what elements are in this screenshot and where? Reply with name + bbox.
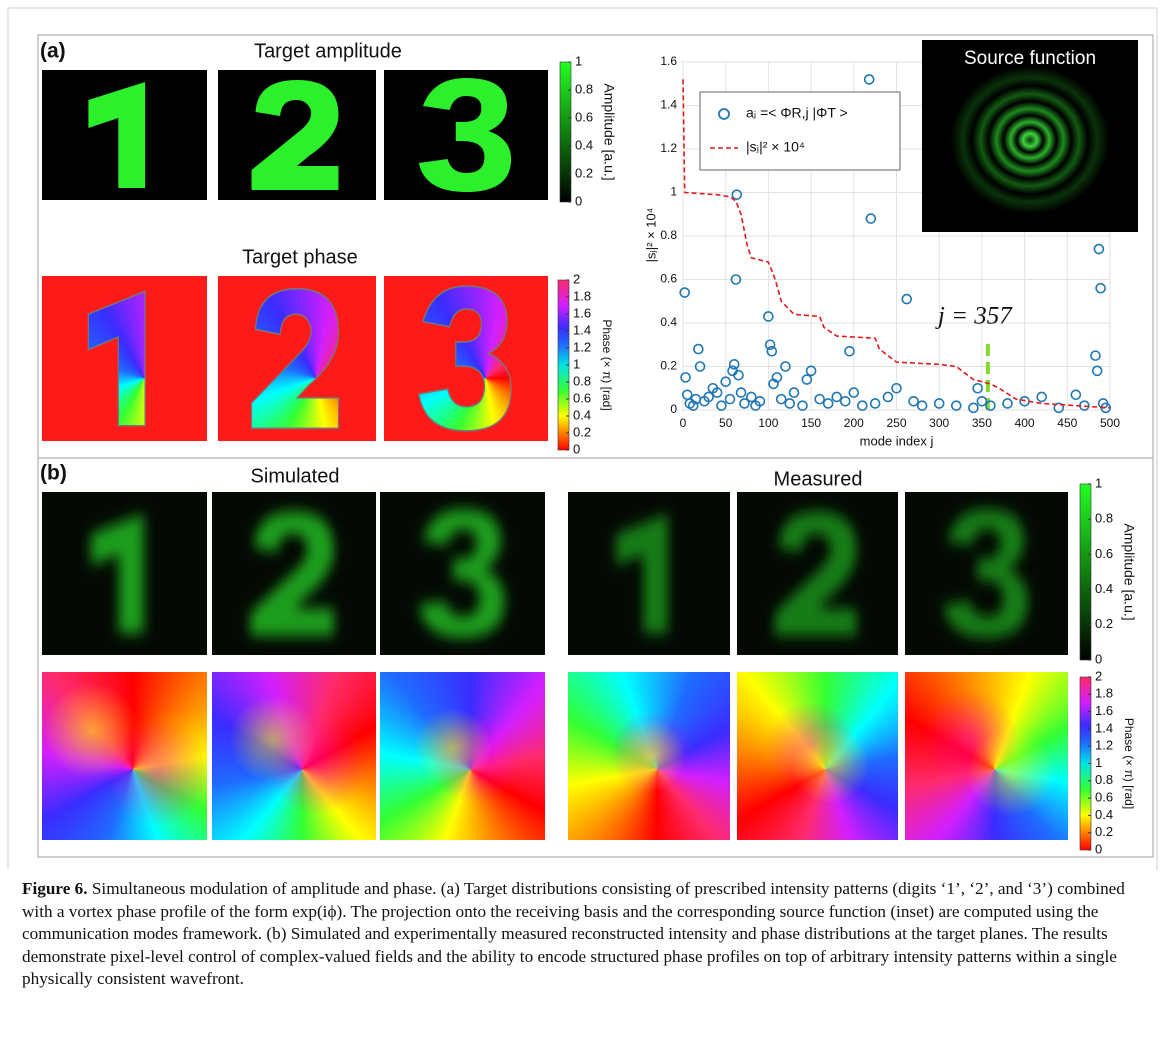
phase-field — [380, 672, 545, 840]
colorbar-tick-label: 0.6 — [1095, 546, 1113, 561]
page-body: (a) Target amplitude Target phase (b) Si… — [0, 0, 1165, 1043]
y-tick-label: 0.4 — [660, 315, 677, 329]
y-axis-label: |sⱼ|² × 10⁴ — [643, 208, 658, 263]
x-tick-label: 100 — [758, 416, 778, 430]
panel-title: Measured — [774, 468, 863, 490]
x-tick-label: 0 — [680, 416, 687, 430]
panel-title: Target amplitude — [254, 40, 402, 62]
colorbar-tick-label: 0.6 — [573, 390, 591, 405]
x-tick-label: 250 — [886, 416, 906, 430]
colorbar-tick-label: 0.8 — [573, 373, 591, 388]
colorbar-tick-label: 1 — [1095, 475, 1102, 490]
phase-map — [737, 672, 898, 840]
colorbar-tick-label: 1.4 — [573, 322, 591, 337]
colorbar-tick-label: 2 — [1095, 668, 1102, 683]
legend-label: aⱼ =< ΦR,j |ΦT > — [746, 105, 848, 121]
colorbar-tick-label: 1 — [1095, 755, 1102, 770]
image — [42, 276, 207, 441]
panel-title: Target phase — [242, 246, 358, 268]
phase-map — [905, 672, 1068, 840]
y-tick-label: 0 — [670, 402, 677, 416]
image — [384, 276, 548, 441]
y-tick-label: 1.2 — [660, 141, 677, 155]
colorbar-tick-label: 0.6 — [575, 109, 593, 124]
colorbar-tick-label: 0 — [573, 441, 580, 456]
phase-map — [568, 672, 730, 840]
colorbar-tick-label: 0.6 — [1095, 790, 1113, 805]
x-tick-label: 350 — [972, 416, 992, 430]
colorbar-tick-label: 1 — [575, 53, 582, 68]
colorbar-tick-label: 0.4 — [1095, 581, 1113, 596]
phase-map — [380, 672, 545, 840]
x-tick-label: 300 — [929, 416, 949, 430]
colorbar-tick-label: 1.8 — [1095, 686, 1113, 701]
colorbar-tick-label: 1.2 — [1095, 738, 1113, 753]
x-tick-label: 500 — [1100, 416, 1120, 430]
colorbar-tick-label: 1.6 — [573, 305, 591, 320]
colorbar-tick-label: 0.8 — [1095, 511, 1113, 526]
caption-text: Simultaneous modulation of amplitude and… — [22, 879, 1125, 988]
colorbar-tick-label: 0.4 — [1095, 807, 1113, 822]
colorbar-tick-label: 0 — [1095, 651, 1102, 666]
x-tick-label: 50 — [719, 416, 733, 430]
inset-rings — [942, 58, 1118, 222]
x-tick-label: 150 — [801, 416, 821, 430]
colorbar-tick-label: 0.8 — [1095, 772, 1113, 787]
colorbar-tick-label: 2 — [573, 271, 580, 286]
image — [218, 276, 376, 441]
phase-map — [212, 672, 376, 840]
colorbar-tick-label: 0 — [1095, 841, 1102, 856]
panel-label: (b) — [40, 462, 67, 485]
colorbar — [1080, 484, 1091, 660]
y-tick-label: 0.8 — [660, 228, 677, 242]
y-tick-label: 1 — [670, 185, 677, 199]
phase-map — [42, 672, 207, 840]
colorbar-tick-label: 1.2 — [573, 339, 591, 354]
x-tick-label: 200 — [844, 416, 864, 430]
colorbar-tick-label: 0.2 — [1095, 616, 1113, 631]
y-tick-label: 0.6 — [660, 272, 677, 286]
x-tick-label: 450 — [1057, 416, 1077, 430]
y-tick-label: 1.4 — [660, 98, 677, 112]
colorbar-label: Phase (× π) [rad] — [1122, 718, 1136, 809]
colorbar-tick-label: 1.8 — [573, 288, 591, 303]
phase-field — [212, 672, 376, 840]
annotation-text: j = 357 — [935, 303, 1013, 330]
inset-title: Source function — [964, 48, 1096, 69]
colorbar-tick-label: 0.4 — [573, 407, 591, 422]
figure: (a) Target amplitude Target phase (b) Si… — [0, 0, 1165, 870]
panel-label: (a) — [40, 40, 66, 63]
y-tick-label: 1.6 — [660, 54, 677, 68]
colorbar-tick-label: 1.4 — [1095, 720, 1113, 735]
colorbar-label: Amplitude [a.u.] — [1121, 523, 1137, 620]
colorbar-tick-label: 0.2 — [1095, 824, 1113, 839]
y-tick-label: 0.2 — [660, 359, 677, 373]
colorbar — [560, 62, 571, 202]
colorbar-label: Amplitude [a.u.] — [601, 83, 617, 180]
x-tick-label: 400 — [1015, 416, 1035, 430]
figure-caption: Figure 6. Simultaneous modulation of amp… — [22, 878, 1140, 991]
colorbar-tick-label: 0.2 — [573, 424, 591, 439]
colorbar-label: Phase (× π) [rad] — [600, 319, 614, 410]
colorbar-tick-label: 1.6 — [1095, 703, 1113, 718]
phase-field — [905, 672, 1068, 840]
colorbar-tick-label: 0.4 — [575, 137, 593, 152]
colorbar-tick-label: 1 — [573, 356, 580, 371]
colorbar-tick-label: 0 — [575, 193, 582, 208]
colorbar-tick-label: 0.2 — [575, 165, 593, 180]
phase-field — [42, 672, 207, 840]
phase-field — [568, 672, 730, 840]
legend — [700, 92, 900, 170]
panel-title: Simulated — [251, 465, 340, 487]
x-axis-label: mode index j — [860, 433, 934, 448]
colorbar-tick-label: 0.8 — [575, 81, 593, 96]
caption-label: Figure 6. — [22, 879, 88, 898]
phase-field — [737, 672, 898, 840]
legend-label: |sⱼ|² × 10⁴ — [746, 139, 805, 155]
page: Figure 6 {"chart_data": {"type": "scatte… — [0, 0, 1165, 1043]
